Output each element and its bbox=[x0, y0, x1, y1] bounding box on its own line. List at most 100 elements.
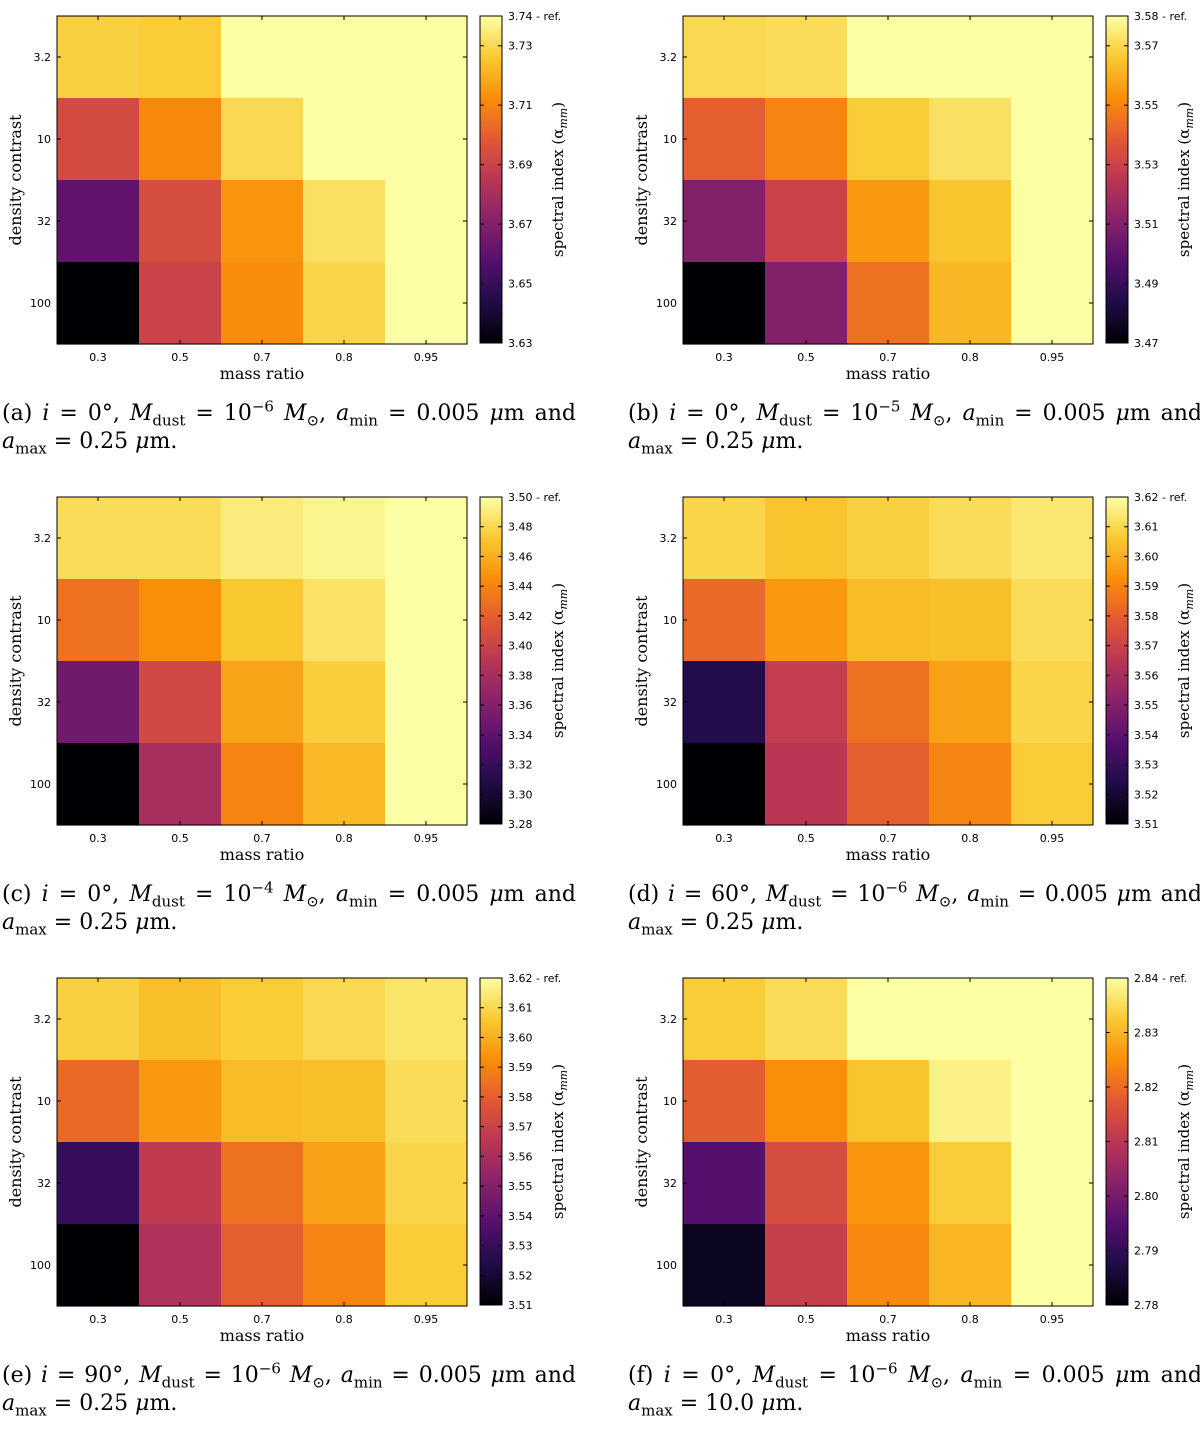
y-tick-label: 32 bbox=[663, 215, 677, 228]
heatmap-cell bbox=[929, 743, 1012, 826]
colorbar-ref-label: 3.62 - ref. bbox=[1134, 491, 1187, 504]
y-tick-label: 3.2 bbox=[34, 51, 52, 64]
x-axis-label: mass ratio bbox=[220, 364, 305, 383]
heatmap-cell bbox=[139, 16, 222, 99]
x-tick-label: 0.95 bbox=[414, 832, 439, 845]
heatmap-cell bbox=[683, 579, 766, 662]
heatmap-cell bbox=[1011, 180, 1094, 263]
heatmap-cell bbox=[57, 579, 140, 662]
y-tick-label: 3.2 bbox=[34, 532, 52, 545]
colorbar bbox=[1105, 15, 1129, 344]
heatmap-cell bbox=[303, 978, 386, 1061]
heatmap-cell bbox=[929, 1060, 1012, 1143]
colorbar-tick-label: 3.69 bbox=[508, 159, 533, 172]
heatmap-cell bbox=[57, 978, 140, 1061]
heatmap-cell bbox=[385, 262, 468, 345]
colorbar-tick-label: 3.57 bbox=[1134, 40, 1159, 53]
colorbar-tick-label: 3.67 bbox=[508, 218, 533, 231]
heatmap-cell bbox=[765, 978, 848, 1061]
heatmap-cell bbox=[683, 262, 766, 345]
x-tick-label: 0.95 bbox=[414, 1313, 439, 1326]
heatmap-cell bbox=[1011, 1224, 1094, 1307]
colorbar-tick-label: 3.57 bbox=[508, 1121, 533, 1134]
colorbar-tick-label: 3.58 bbox=[1134, 610, 1159, 623]
heatmap-cell bbox=[139, 262, 222, 345]
y-tick-label: 32 bbox=[663, 696, 677, 709]
heatmap-cell bbox=[385, 16, 468, 99]
y-tick-label: 10 bbox=[37, 1095, 51, 1108]
colorbar-tick-label: 3.55 bbox=[508, 1180, 533, 1193]
x-tick-label: 0.8 bbox=[335, 351, 353, 364]
y-tick-label: 32 bbox=[37, 215, 51, 228]
heatmap-cell bbox=[929, 262, 1012, 345]
heatmap-cell bbox=[847, 978, 930, 1061]
colorbar-tick-label: 3.55 bbox=[1134, 699, 1159, 712]
heatmap-cell bbox=[139, 1224, 222, 1307]
heatmap-cell bbox=[765, 16, 848, 99]
colorbar-tick-label: 3.53 bbox=[508, 1240, 533, 1253]
x-tick-label: 0.7 bbox=[879, 351, 897, 364]
colorbar-tick-label: 3.28 bbox=[508, 818, 533, 831]
heatmap-cell bbox=[1011, 16, 1094, 99]
y-axis-label: density contrast bbox=[632, 1076, 651, 1208]
heatmap-cell bbox=[221, 743, 304, 826]
colorbar bbox=[479, 15, 503, 344]
heatmap-cell bbox=[847, 743, 930, 826]
heatmap-cell bbox=[139, 743, 222, 826]
x-axis-label: mass ratio bbox=[846, 364, 931, 383]
colorbar-tick-label: 3.53 bbox=[1134, 159, 1159, 172]
heatmap-cell bbox=[303, 661, 386, 744]
y-axis-label: density contrast bbox=[632, 114, 651, 246]
colorbar-tick-label: 3.54 bbox=[508, 1210, 533, 1223]
heatmap-cell bbox=[57, 1060, 140, 1143]
heatmap-cell bbox=[385, 579, 468, 662]
x-tick-label: 0.8 bbox=[335, 832, 353, 845]
x-axis-label: mass ratio bbox=[846, 1326, 931, 1345]
heatmap-cell bbox=[385, 1224, 468, 1307]
heatmap-cell bbox=[929, 1142, 1012, 1225]
heatmap-cell bbox=[765, 661, 848, 744]
colorbar-label: spectral index (αmm) bbox=[1175, 102, 1196, 257]
heatmap-cell bbox=[303, 1060, 386, 1143]
y-tick-label: 3.2 bbox=[34, 1013, 52, 1026]
heatmap-cell bbox=[303, 16, 386, 99]
heatmap-cell bbox=[765, 262, 848, 345]
y-axis-label: density contrast bbox=[6, 114, 25, 246]
caption-e: (e) i = 90°, Mdust = 10−6 M⊙, amin = 0.0… bbox=[2, 1359, 576, 1420]
colorbar-tick-label: 3.51 bbox=[508, 1299, 533, 1312]
colorbar-tick-label: 2.83 bbox=[1134, 1027, 1159, 1040]
heatmap-cell bbox=[57, 743, 140, 826]
panel-d: 0.3 0.5 0.7 0.8 0.95 3.2 10 32 100 mass ratio dens… bbox=[626, 481, 1200, 954]
heatmap-cell bbox=[221, 1060, 304, 1143]
heatmap-cell bbox=[683, 16, 766, 99]
colorbar-ref-label: 3.58 - ref. bbox=[1134, 10, 1187, 23]
x-tick-label: 0.7 bbox=[253, 832, 271, 845]
x-tick-label: 0.8 bbox=[335, 1313, 353, 1326]
heatmap-cell bbox=[221, 262, 304, 345]
colorbar-tick-label: 2.80 bbox=[1134, 1190, 1159, 1203]
heatmap-cell bbox=[683, 1060, 766, 1143]
heatmap-cell bbox=[847, 1142, 930, 1225]
panel-f: 0.3 0.5 0.7 0.8 0.95 3.2 10 32 100 mass ratio dens… bbox=[626, 962, 1200, 1435]
colorbar-tick-label: 3.56 bbox=[1134, 669, 1159, 682]
heatmap-cell bbox=[765, 98, 848, 181]
heatmap-cell bbox=[847, 16, 930, 99]
colorbar-tick-label: 3.36 bbox=[508, 699, 533, 712]
x-tick-label: 0.95 bbox=[1040, 351, 1065, 364]
heatmap-cell bbox=[683, 743, 766, 826]
heatmap-cell bbox=[929, 579, 1012, 662]
caption-f: (f) i = 0°, Mdust = 10−6 M⊙, amin = 0.00… bbox=[628, 1359, 1200, 1420]
heatmap-cell bbox=[57, 1142, 140, 1225]
heatmap-cell bbox=[221, 1142, 304, 1225]
heatmap-cell bbox=[139, 978, 222, 1061]
heatmap-cell bbox=[847, 1060, 930, 1143]
x-tick-label: 0.95 bbox=[1040, 832, 1065, 845]
colorbar-tick-label: 3.40 bbox=[508, 640, 533, 653]
x-tick-label: 0.5 bbox=[171, 1313, 189, 1326]
heatmap-cell bbox=[385, 661, 468, 744]
heatmap-cell bbox=[57, 16, 140, 99]
heatmap-cell bbox=[221, 661, 304, 744]
x-tick-label: 0.7 bbox=[879, 1313, 897, 1326]
heatmap-cell bbox=[1011, 497, 1094, 580]
y-tick-label: 100 bbox=[30, 778, 51, 791]
